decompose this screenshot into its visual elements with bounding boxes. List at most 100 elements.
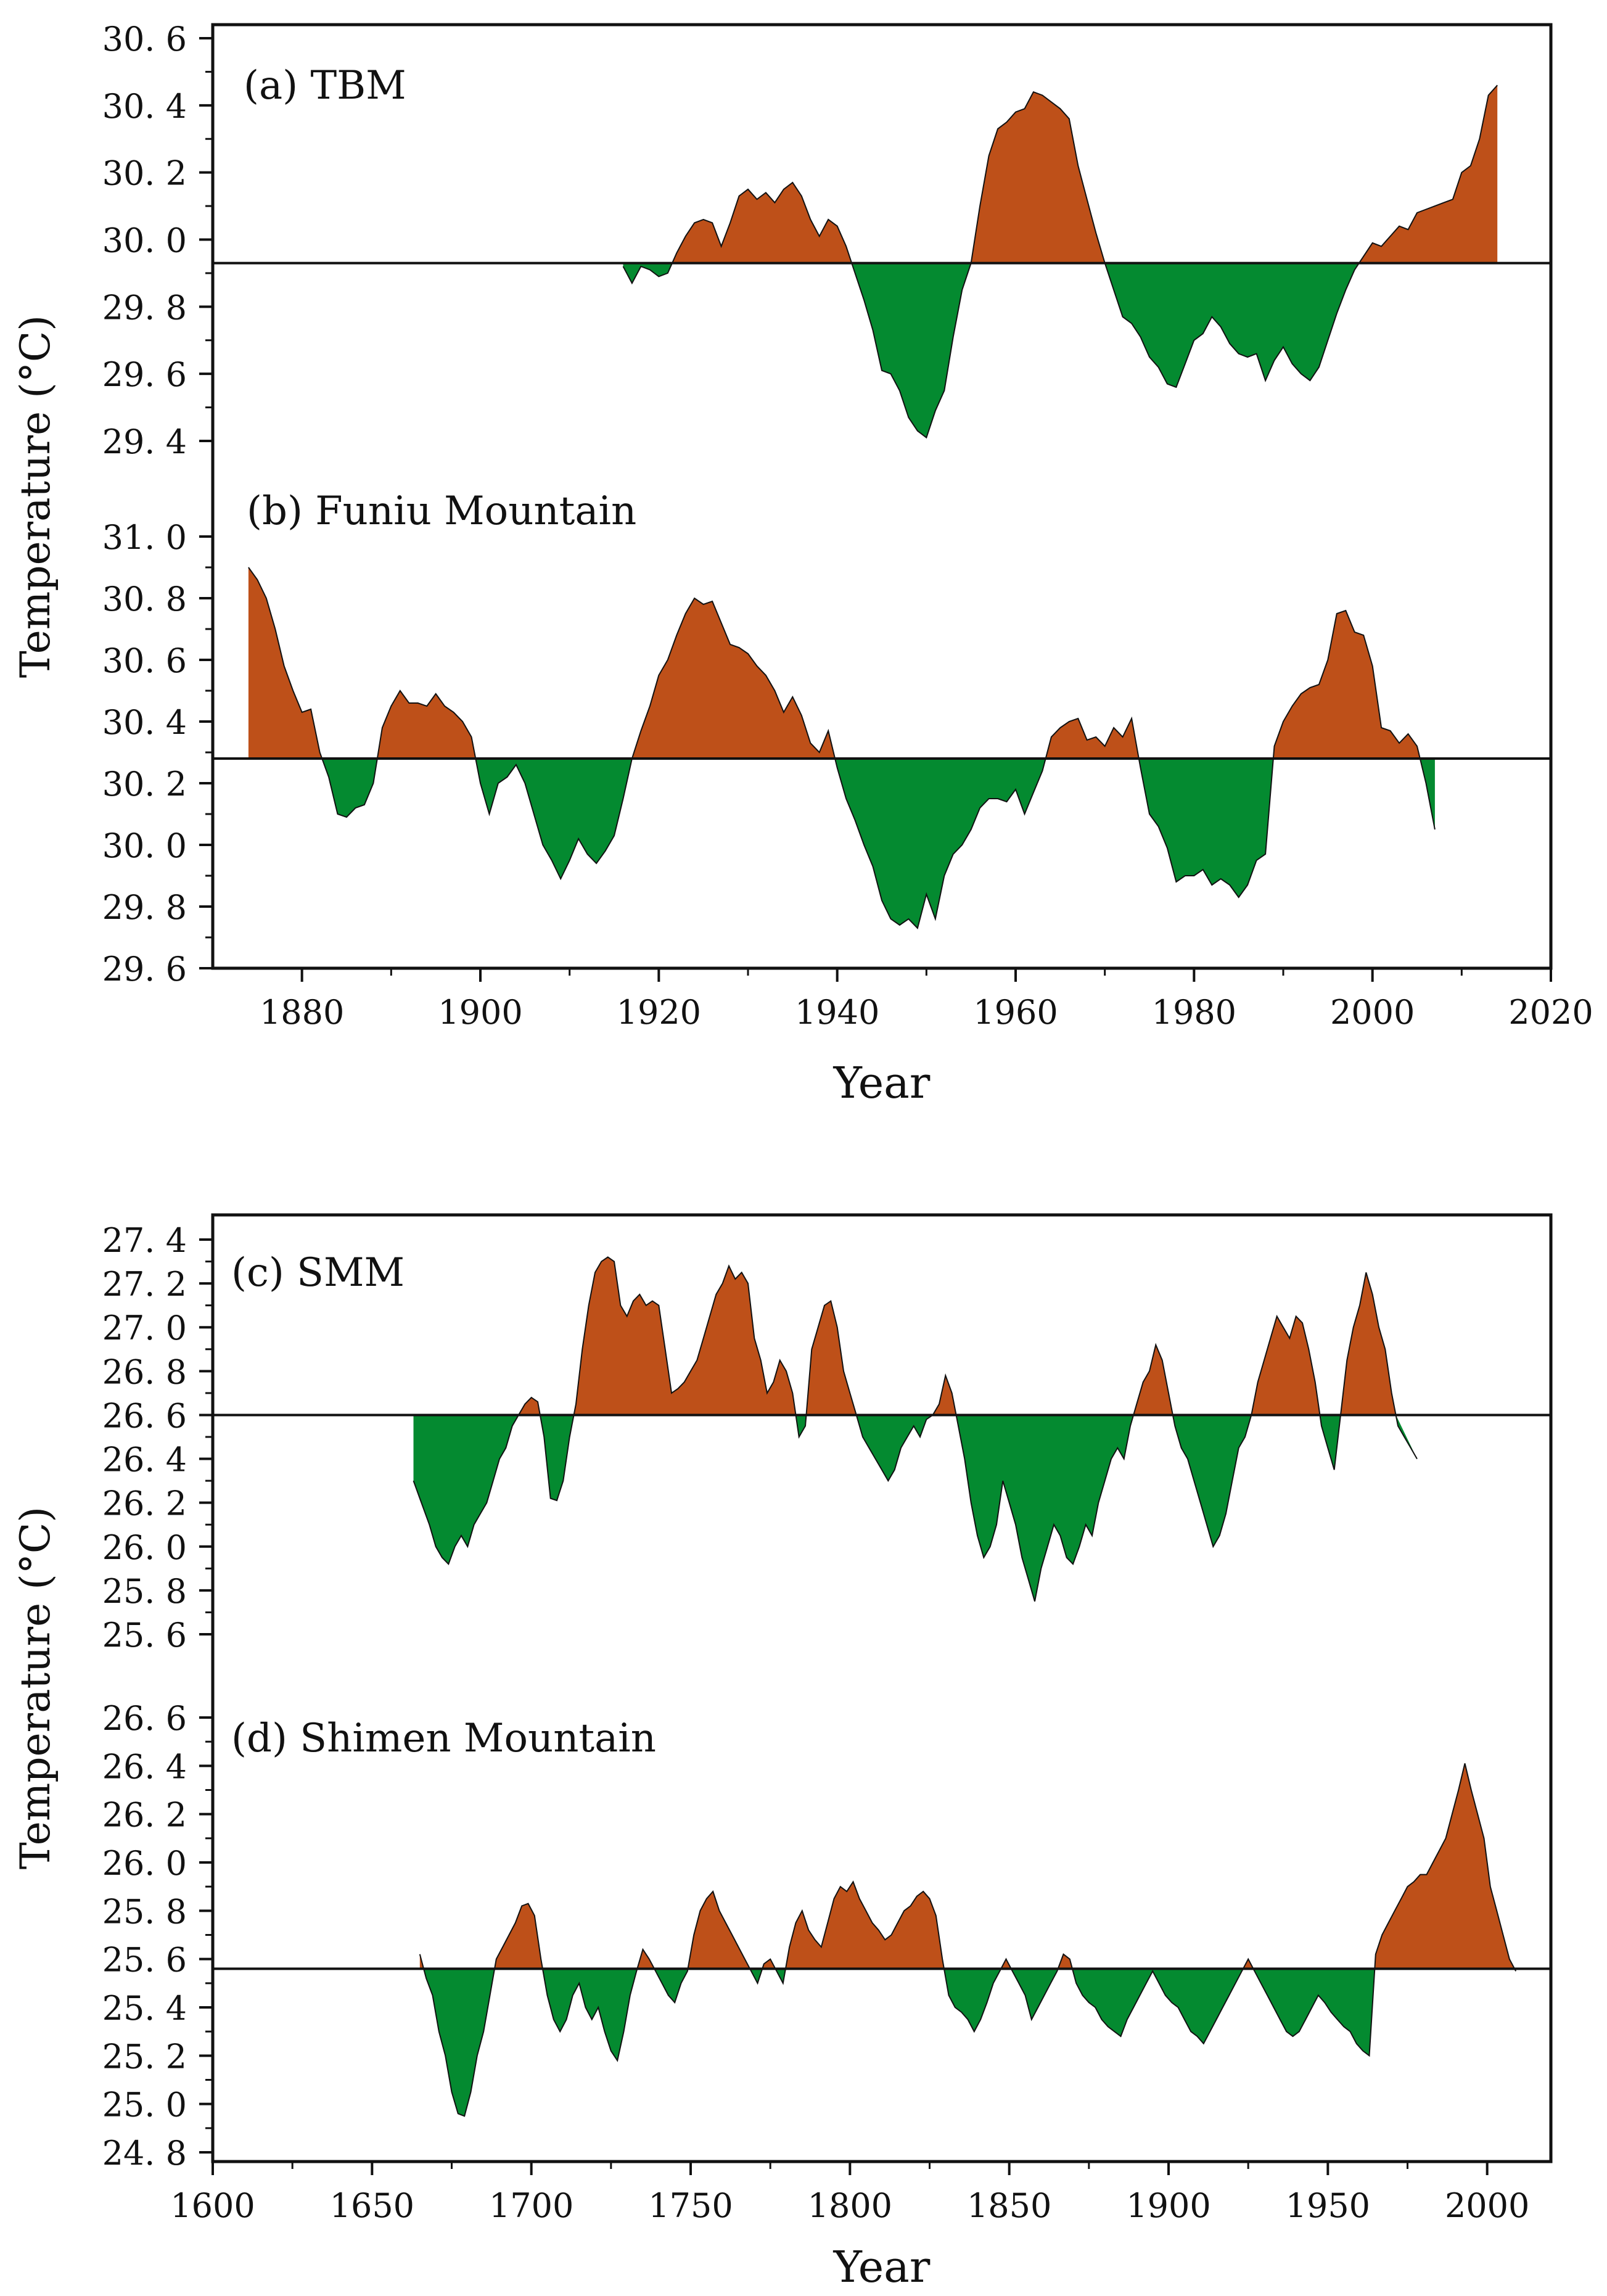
panel-d-above-mean-area-16 <box>1243 1959 1254 1969</box>
panel-d-ytick-label-2: 25. 2 <box>102 2037 187 2076</box>
panel-d-below-mean-area-7 <box>750 1969 763 1983</box>
panel-c-ytick-label-6: 26. 8 <box>102 1352 187 1391</box>
panel-c-above-mean-area-5 <box>806 1301 857 1415</box>
panel-d-ytick-label-7: 26. 2 <box>102 1796 187 1835</box>
figure2-xtick-label-4: 1800 <box>808 2186 892 2225</box>
figure1-xtick-label-0: 1880 <box>260 993 344 1032</box>
figure2-xtick-label-8: 2000 <box>1445 2186 1529 2225</box>
panel-a-above-mean-area-1 <box>672 183 852 263</box>
figure1-xtick-label-3: 1940 <box>795 993 879 1032</box>
panel-b-ytick-label-2: 30. 0 <box>102 826 187 865</box>
panel-c-ytick-label-3: 26. 2 <box>102 1484 187 1523</box>
figure1-xtick-label-2: 1920 <box>617 993 701 1032</box>
panel-b-above-mean-area-8 <box>1273 611 1420 759</box>
panel-c-below-mean-area-10 <box>1172 1415 1252 1547</box>
panel-d-ytick-label-4: 25. 6 <box>102 1941 187 1980</box>
panel-d-below-mean-area-15 <box>1072 1969 1243 2044</box>
panel-b-title: (b) Funiu Mountain <box>247 488 636 534</box>
figure2-xtick-label-7: 1950 <box>1286 2186 1370 2225</box>
figure1-ylabel: Temperature (°C) <box>12 315 59 678</box>
panel-d-above-mean-area-6 <box>688 1891 750 1969</box>
panel-b-above-mean-area-2 <box>377 691 476 759</box>
panel-c-below-mean-area-14 <box>1395 1415 1417 1459</box>
panel-b-below-mean-area-9 <box>1420 759 1435 829</box>
panel-c-ytick-label-1: 25. 8 <box>102 1572 187 1611</box>
panel-d-above-mean-area-2 <box>495 1903 543 1969</box>
panel-a-below-mean-area-2 <box>852 263 971 438</box>
panel-b-below-mean-area-3 <box>475 759 632 879</box>
panel-a-above-mean-area-5 <box>1359 85 1498 263</box>
panel-a-below-mean-area-4 <box>1104 263 1359 387</box>
panel-c-ytick-label-7: 27. 0 <box>102 1309 187 1348</box>
panel-d-above-mean-area-8 <box>762 1959 776 1969</box>
figure1-xtick-label-4: 1960 <box>973 993 1058 1032</box>
panel-a-above-mean-area-3 <box>971 92 1105 263</box>
figure1-xtick-label-1: 1900 <box>438 993 522 1032</box>
panel-a-ytick-label-4: 30. 2 <box>102 154 187 193</box>
panel-b-series-line <box>248 567 1436 929</box>
panel-c-ytick-label-2: 26. 0 <box>102 1528 187 1567</box>
panel-a-ytick-label-2: 29. 8 <box>102 288 187 327</box>
panel-a-ytick-label-6: 30. 6 <box>102 20 187 59</box>
panel-c-below-mean-area-0 <box>413 1415 519 1565</box>
panel-c-ytick-label-9: 27. 4 <box>102 1221 187 1260</box>
figure1-plot-frame <box>211 23 1553 970</box>
panel-d-series-line <box>419 1763 1517 2117</box>
panel-b-ytick-label-0: 29. 6 <box>102 950 187 989</box>
panel-a-below-mean-area-0 <box>623 263 672 284</box>
panel-a-ytick-label-0: 29. 4 <box>102 422 187 461</box>
panel-a-ytick-label-5: 30. 4 <box>102 87 187 126</box>
panel-d-ytick-label-0: 24. 8 <box>102 2134 187 2173</box>
figure1-xtick-label-7: 2020 <box>1508 993 1593 1032</box>
panel-c-above-mean-area-3 <box>573 1257 796 1415</box>
figure2-plot-frame <box>211 1213 1553 2163</box>
panel-c-ytick-label-0: 25. 6 <box>102 1616 187 1655</box>
panel-c-ytick-label-5: 26. 6 <box>102 1396 187 1435</box>
panel-d-below-mean-area-11 <box>943 1969 1001 2032</box>
figure2-ylabel: Temperature (°C) <box>12 1507 59 1869</box>
panel-d-ytick-label-3: 25. 4 <box>102 1989 187 2028</box>
figure2-xlabel: Year <box>833 2242 931 2292</box>
panel-d-below-mean-area-1 <box>424 1969 495 2117</box>
panel-a-title: (a) TBM <box>244 63 406 109</box>
panel-d-ytick-label-5: 25. 8 <box>102 1892 187 1931</box>
panel-c-below-mean-area-6 <box>856 1415 933 1481</box>
panel-c-above-mean-area-11 <box>1251 1316 1320 1415</box>
panel-d-below-mean-area-5 <box>654 1969 688 2003</box>
panel-d-ytick-label-9: 26. 6 <box>102 1699 187 1738</box>
panel-c-above-mean-area-1 <box>519 1397 540 1415</box>
panel-c-below-mean-area-8 <box>956 1415 1134 1602</box>
panel-d-title: (d) Shimen Mountain <box>231 1716 656 1761</box>
panel-c-above-mean-area-9 <box>1133 1344 1173 1415</box>
panel-d-above-mean-area-18 <box>1375 1763 1515 1969</box>
panel-b-below-mean-area-7 <box>1138 759 1273 897</box>
panel-c-ytick-label-8: 27. 2 <box>102 1265 187 1304</box>
panel-b-ytick-label-5: 30. 6 <box>102 641 187 680</box>
panel-d-above-mean-area-12 <box>1001 1959 1011 1969</box>
panel-d-ytick-label-6: 26. 0 <box>102 1844 187 1883</box>
panel-d-above-mean-area-10 <box>786 1882 944 1969</box>
figure1-xtick-label-6: 2000 <box>1330 993 1415 1032</box>
figure1-xtick-label-5: 1980 <box>1152 993 1236 1032</box>
panel-a-ytick-label-3: 30. 0 <box>102 221 187 260</box>
figure2-xtick-label-3: 1750 <box>648 2186 733 2225</box>
panel-a-ytick-label-1: 29. 6 <box>102 355 187 394</box>
panel-b-below-mean-area-1 <box>322 759 377 817</box>
panel-b-above-mean-area-4 <box>631 598 836 759</box>
figure2-xtick-label-1: 1650 <box>330 2186 414 2225</box>
panel-b-above-mean-area-0 <box>248 567 323 759</box>
figure2-xtick-label-2: 1700 <box>489 2186 573 2225</box>
panel-b-ytick-label-6: 30. 8 <box>102 580 187 619</box>
panel-a-series-line <box>622 84 1498 439</box>
panel-b-below-mean-area-5 <box>835 759 1046 928</box>
panel-c-series-line <box>413 1256 1418 1602</box>
panel-b-ytick-label-4: 30. 4 <box>102 703 187 742</box>
panel-c-ytick-label-4: 26. 4 <box>102 1441 187 1479</box>
figure2-xtick-label-6: 1900 <box>1126 2186 1210 2225</box>
figure1-xlabel: Year <box>833 1058 931 1108</box>
panel-d-ytick-label-8: 26. 4 <box>102 1747 187 1786</box>
figure2-xtick-label-0: 1600 <box>170 2186 255 2225</box>
panel-d-above-mean-area-14 <box>1058 1954 1072 1969</box>
figure2-xtick-label-5: 1850 <box>967 2186 1051 2225</box>
